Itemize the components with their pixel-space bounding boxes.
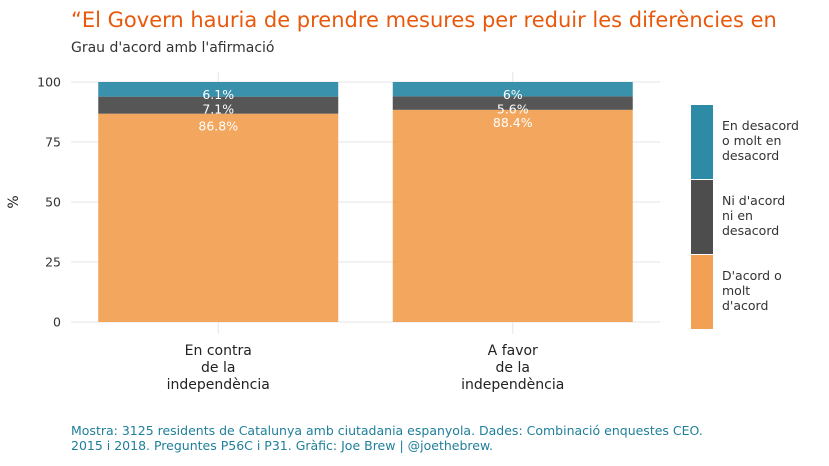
bar-segment xyxy=(392,96,633,110)
chart-title: “El Govern hauria de prendre mesures per… xyxy=(71,8,777,32)
bar-segment xyxy=(98,113,339,323)
bar-segment xyxy=(392,82,633,97)
legend-label: desacord xyxy=(722,223,779,238)
y-axis-ticks: 0 25 50 75 100 xyxy=(37,75,61,330)
x-tick-label: En contra xyxy=(185,343,252,359)
legend-label: o molt en xyxy=(722,133,781,148)
x-tick-label: A favor xyxy=(488,343,538,359)
y-tick-label: 100 xyxy=(37,75,61,90)
x-tick-label: independència xyxy=(461,377,564,393)
legend-label: ni en xyxy=(722,208,753,223)
bar-segment xyxy=(392,109,633,322)
data-label: 6% xyxy=(503,87,523,102)
chart-caption: Mostra: 3125 residents de Catalunya amb … xyxy=(71,423,811,453)
legend-label: D'acord o xyxy=(722,268,782,283)
data-label: 88.4% xyxy=(493,115,533,130)
x-tick-label: independència xyxy=(167,377,270,393)
legend-key xyxy=(691,255,713,329)
legend-key xyxy=(691,105,713,179)
data-label: 6.1% xyxy=(202,87,234,102)
legend-label: desacord xyxy=(722,148,779,163)
data-label: 86.8% xyxy=(198,119,238,134)
bar-segment xyxy=(98,96,339,114)
bars: 86.8% 7.1%6.1% 88.4%5.6%6% xyxy=(98,82,633,323)
legend-label: En desacord xyxy=(722,118,799,133)
y-tick-label: 75 xyxy=(45,135,61,150)
x-tick-label: de la xyxy=(496,360,530,376)
legend-key xyxy=(691,180,713,254)
chart-subtitle: Grau d'acord amb l'afirmació xyxy=(71,40,275,56)
caption-line-1: Mostra: 3125 residents de Catalunya amb … xyxy=(71,423,703,438)
y-tick-label: 50 xyxy=(45,195,61,210)
caption-line-2: 2015 i 2018. Preguntes P56C i P31. Gràfi… xyxy=(71,438,493,453)
legend-label: Ni d'acord xyxy=(722,193,785,208)
y-tick-label: 25 xyxy=(45,255,61,270)
legend-label: molt xyxy=(722,283,750,298)
x-tick-label: de la xyxy=(201,360,235,376)
legend-label: d'acord xyxy=(722,298,768,313)
bar-segment xyxy=(98,82,339,97)
data-label: 7.1% xyxy=(202,102,234,117)
y-tick-label: 0 xyxy=(53,315,61,330)
y-axis-label: % xyxy=(6,195,22,208)
data-label: 5.6% xyxy=(497,101,529,116)
